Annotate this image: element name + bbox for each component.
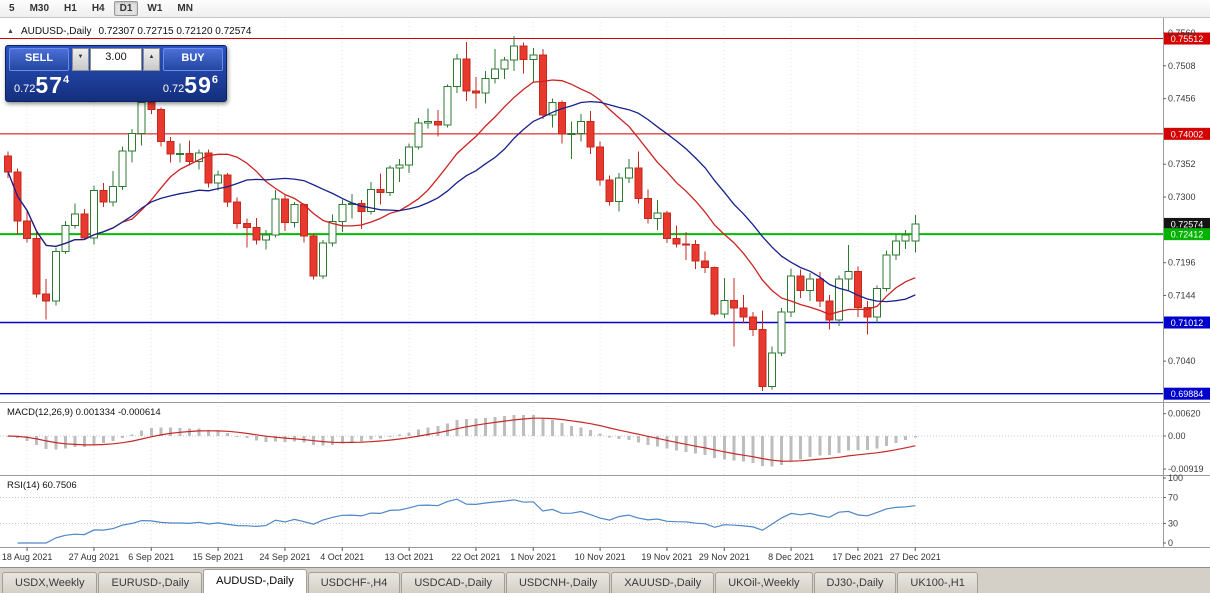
svg-text:0.74002: 0.74002 xyxy=(1171,129,1204,139)
svg-text:100: 100 xyxy=(1168,473,1183,483)
svg-text:30: 30 xyxy=(1168,519,1178,529)
buy-button[interactable]: BUY xyxy=(163,48,223,71)
volume-input[interactable]: 3.00 xyxy=(90,48,142,71)
timeframe-button-d1[interactable]: D1 xyxy=(113,1,139,16)
price-chart-canvas[interactable]: 0.7560 0.7508 0.7456 0.7352 0.7300 0.7196 0.71… xyxy=(0,18,1210,567)
svg-text:0.7456: 0.7456 xyxy=(1168,94,1196,104)
svg-text:13 Oct 2021: 13 Oct 2021 xyxy=(385,552,434,562)
svg-text:70: 70 xyxy=(1168,493,1178,503)
svg-text:0.7300: 0.7300 xyxy=(1168,192,1196,202)
candles-layer xyxy=(4,36,920,391)
svg-text:27 Aug 2021: 27 Aug 2021 xyxy=(69,552,120,562)
one-click-panel-toggle-icon[interactable]: ▲ xyxy=(7,28,14,35)
svg-text:24 Sep 2021: 24 Sep 2021 xyxy=(259,552,310,562)
svg-text:10 Nov 2021: 10 Nov 2021 xyxy=(575,552,626,562)
svg-text:18 Aug 2021: 18 Aug 2021 xyxy=(2,552,53,562)
chart-title: ▲ AUDUSD-,Daily 0.72307 0.72715 0.72120 … xyxy=(7,26,251,37)
svg-text:0.71012: 0.71012 xyxy=(1171,318,1204,328)
svg-text:0.7352: 0.7352 xyxy=(1168,159,1196,169)
timeframe-button-h1[interactable]: H1 xyxy=(64,3,77,14)
svg-text:0.00: 0.00 xyxy=(1168,431,1186,441)
chart-window[interactable]: 0.7560 0.7508 0.7456 0.7352 0.7300 0.7196 0.71… xyxy=(0,18,1210,567)
rsi-line xyxy=(17,498,916,544)
timeframe-button-m30[interactable]: M30 xyxy=(29,3,50,14)
timeframe-button-h4[interactable]: H4 xyxy=(91,3,105,14)
svg-text:0.7508: 0.7508 xyxy=(1168,61,1196,71)
svg-text:0.7196: 0.7196 xyxy=(1168,258,1196,268)
svg-text:17 Dec 2021: 17 Dec 2021 xyxy=(832,552,883,562)
timeframe-toolbar: 5 M30 H1 H4 D1 W1 MN xyxy=(0,0,1210,18)
chart-tabs: USDX,Weekly EURUSD-,Daily AUDUSD-,Daily USD… xyxy=(0,567,1210,593)
timeframe-button-5[interactable]: 5 xyxy=(9,3,15,14)
svg-text:0.72412: 0.72412 xyxy=(1171,230,1204,240)
macd-indicator-label: MACD(12,26,9) 0.001334 -0.000614 xyxy=(7,407,161,418)
svg-text:-0.00919: -0.00919 xyxy=(1168,464,1204,474)
svg-text:29 Nov 2021: 29 Nov 2021 xyxy=(699,552,750,562)
svg-text:0.7040: 0.7040 xyxy=(1168,356,1196,366)
bid-price: 0.72 57 4 xyxy=(14,72,70,98)
chart-ohlc-values: 0.72307 0.72715 0.72120 0.72574 xyxy=(98,26,252,37)
svg-text:0: 0 xyxy=(1168,538,1173,548)
chart-tab-audusd-daily[interactable]: AUDUSD-,Daily xyxy=(203,569,307,593)
chart-tab-uk100-h1[interactable]: UK100-,H1 xyxy=(897,572,978,593)
svg-text:0.75512: 0.75512 xyxy=(1171,34,1204,44)
chart-tab-ukoil-weekly[interactable]: UKOil-,Weekly xyxy=(715,572,813,593)
sell-button[interactable]: SELL xyxy=(9,48,69,71)
moving-averages-layer xyxy=(7,79,916,316)
chart-tab-usdx-weekly[interactable]: USDX,Weekly xyxy=(2,572,98,593)
svg-text:0.7560: 0.7560 xyxy=(1168,28,1196,38)
chart-tab-xauusd-daily[interactable]: XAUUSD-,Daily xyxy=(611,572,715,593)
volume-stepper: ▼ 3.00 ▲ xyxy=(72,48,160,71)
ask-price: 0.72 59 6 xyxy=(162,72,218,98)
svg-text:0.69884: 0.69884 xyxy=(1171,389,1204,399)
svg-text:0.7144: 0.7144 xyxy=(1168,290,1196,300)
svg-text:15 Sep 2021: 15 Sep 2021 xyxy=(193,552,244,562)
timeframe-button-mn[interactable]: MN xyxy=(177,3,193,14)
date-axis[interactable] xyxy=(26,547,916,552)
chart-tab-usdchf-h4[interactable]: USDCHF-,H4 xyxy=(307,572,401,593)
svg-text:22 Oct 2021: 22 Oct 2021 xyxy=(451,552,500,562)
volume-increase-button[interactable]: ▲ xyxy=(143,48,160,71)
svg-text:27 Dec 2021: 27 Dec 2021 xyxy=(890,552,941,562)
chart-tab-dj30-daily[interactable]: DJ30-,Daily xyxy=(813,572,897,593)
svg-text:4 Oct 2021: 4 Oct 2021 xyxy=(320,552,364,562)
svg-text:8 Dec 2021: 8 Dec 2021 xyxy=(768,552,814,562)
svg-text:19 Nov 2021: 19 Nov 2021 xyxy=(641,552,692,562)
chart-symbol-label: AUDUSD-,Daily xyxy=(20,26,92,37)
svg-text:1 Nov 2021: 1 Nov 2021 xyxy=(510,552,556,562)
rsi-indicator-label: RSI(14) 60.7506 xyxy=(7,480,77,491)
svg-text:6 Sep 2021: 6 Sep 2021 xyxy=(128,552,174,562)
volume-decrease-button[interactable]: ▼ xyxy=(72,48,89,71)
svg-text:0.72574: 0.72574 xyxy=(1171,219,1204,229)
timeframe-button-w1[interactable]: W1 xyxy=(147,3,163,14)
chart-tab-eurusd-daily[interactable]: EURUSD-,Daily xyxy=(98,572,203,593)
one-click-trading-panel: SELL ▼ 3.00 ▲ BUY 0.72 57 4 0.72 59 6 xyxy=(5,45,227,102)
price-axis[interactable] xyxy=(1163,32,1210,400)
svg-text:0.00620: 0.00620 xyxy=(1168,409,1201,419)
macd-signal-line xyxy=(7,417,916,462)
chart-tab-usdcnh-daily[interactable]: USDCNH-,Daily xyxy=(505,572,611,593)
chart-tab-usdcad-daily[interactable]: USDCAD-,Daily xyxy=(401,572,505,593)
